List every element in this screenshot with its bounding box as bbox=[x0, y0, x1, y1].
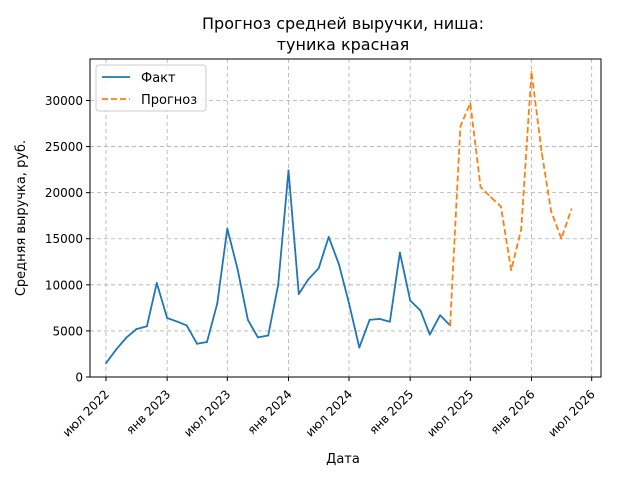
series-1-point-8 bbox=[530, 71, 533, 73]
series-0-point-25 bbox=[358, 346, 361, 349]
series-1-point-1 bbox=[459, 125, 462, 128]
series-0-point-17 bbox=[277, 283, 280, 286]
series-0-point-29 bbox=[398, 251, 401, 254]
series-1-point-12 bbox=[570, 208, 573, 211]
series-1-point-4 bbox=[490, 196, 492, 199]
series-0-point-15 bbox=[256, 336, 259, 339]
series-lines bbox=[105, 71, 573, 365]
series-0-point-1 bbox=[115, 348, 118, 351]
y-tick-label: 15000 bbox=[45, 232, 83, 246]
series-0-point-26 bbox=[368, 318, 371, 321]
series-0-point-6 bbox=[166, 317, 169, 319]
series-1-point-5 bbox=[500, 205, 502, 208]
series-0-point-20 bbox=[307, 278, 310, 281]
series-0-point-14 bbox=[247, 318, 249, 321]
y-tick-label: 30000 bbox=[45, 94, 83, 108]
series-1-point-10 bbox=[550, 210, 553, 212]
y-tick-label: 25000 bbox=[45, 140, 83, 154]
series-1-point-11 bbox=[560, 237, 563, 240]
series-0-point-4 bbox=[145, 325, 148, 328]
chart-title-line-1: Прогноз средней выручки, ниша: bbox=[202, 14, 484, 33]
x-axis-label: Дата bbox=[326, 452, 360, 467]
series-0-point-33 bbox=[439, 314, 441, 317]
y-tick-label: 20000 bbox=[45, 186, 83, 200]
series-0-point-19 bbox=[297, 293, 300, 295]
series-0-point-13 bbox=[236, 268, 239, 271]
series-0-point-5 bbox=[155, 282, 158, 284]
series-0-point-23 bbox=[338, 263, 340, 266]
series-0-point-24 bbox=[348, 302, 350, 305]
series-0-point-22 bbox=[327, 235, 330, 238]
series-0-point-16 bbox=[267, 334, 270, 337]
series-0-point-3 bbox=[135, 328, 138, 330]
series-0-point-8 bbox=[185, 324, 188, 327]
series-0-point-18 bbox=[287, 169, 290, 172]
series-1-point-0 bbox=[449, 324, 451, 327]
chart-title-line-2: туника красная bbox=[277, 35, 410, 54]
series-0-point-10 bbox=[206, 341, 208, 343]
series-0-point-9 bbox=[196, 342, 198, 345]
series-1-point-3 bbox=[479, 186, 482, 189]
series-0-point-0 bbox=[105, 362, 107, 365]
series-0-point-2 bbox=[125, 336, 128, 339]
y-tick-label: 5000 bbox=[52, 324, 83, 338]
series-1-point-2 bbox=[469, 102, 472, 105]
y-tick-label: 0 bbox=[75, 371, 83, 385]
series-1-point-7 bbox=[520, 228, 523, 231]
series-0-point-7 bbox=[176, 320, 179, 323]
y-tick-label: 10000 bbox=[45, 278, 83, 292]
legend-label-forecast: Прогноз bbox=[141, 93, 197, 108]
series-0-point-31 bbox=[419, 309, 422, 312]
series-0-point-30 bbox=[409, 299, 412, 302]
legend: Факт Прогноз bbox=[95, 64, 207, 112]
series-1-point-9 bbox=[540, 152, 543, 154]
legend-label-fact: Факт bbox=[141, 71, 176, 86]
series-0-point-12 bbox=[226, 227, 229, 230]
series-0-point-28 bbox=[388, 320, 391, 323]
y-axis-label: Средняя выручка, руб. bbox=[14, 140, 29, 296]
series-1-point-6 bbox=[510, 269, 513, 271]
plot-frame bbox=[89, 58, 602, 378]
y-ticks: 0 5000 10000 15000 20000 25000 30000 bbox=[45, 94, 90, 385]
series-0-point-11 bbox=[216, 302, 219, 305]
series-0-point-32 bbox=[428, 333, 431, 336]
series-0-point-27 bbox=[378, 318, 381, 320]
series-0-point-21 bbox=[317, 267, 320, 270]
